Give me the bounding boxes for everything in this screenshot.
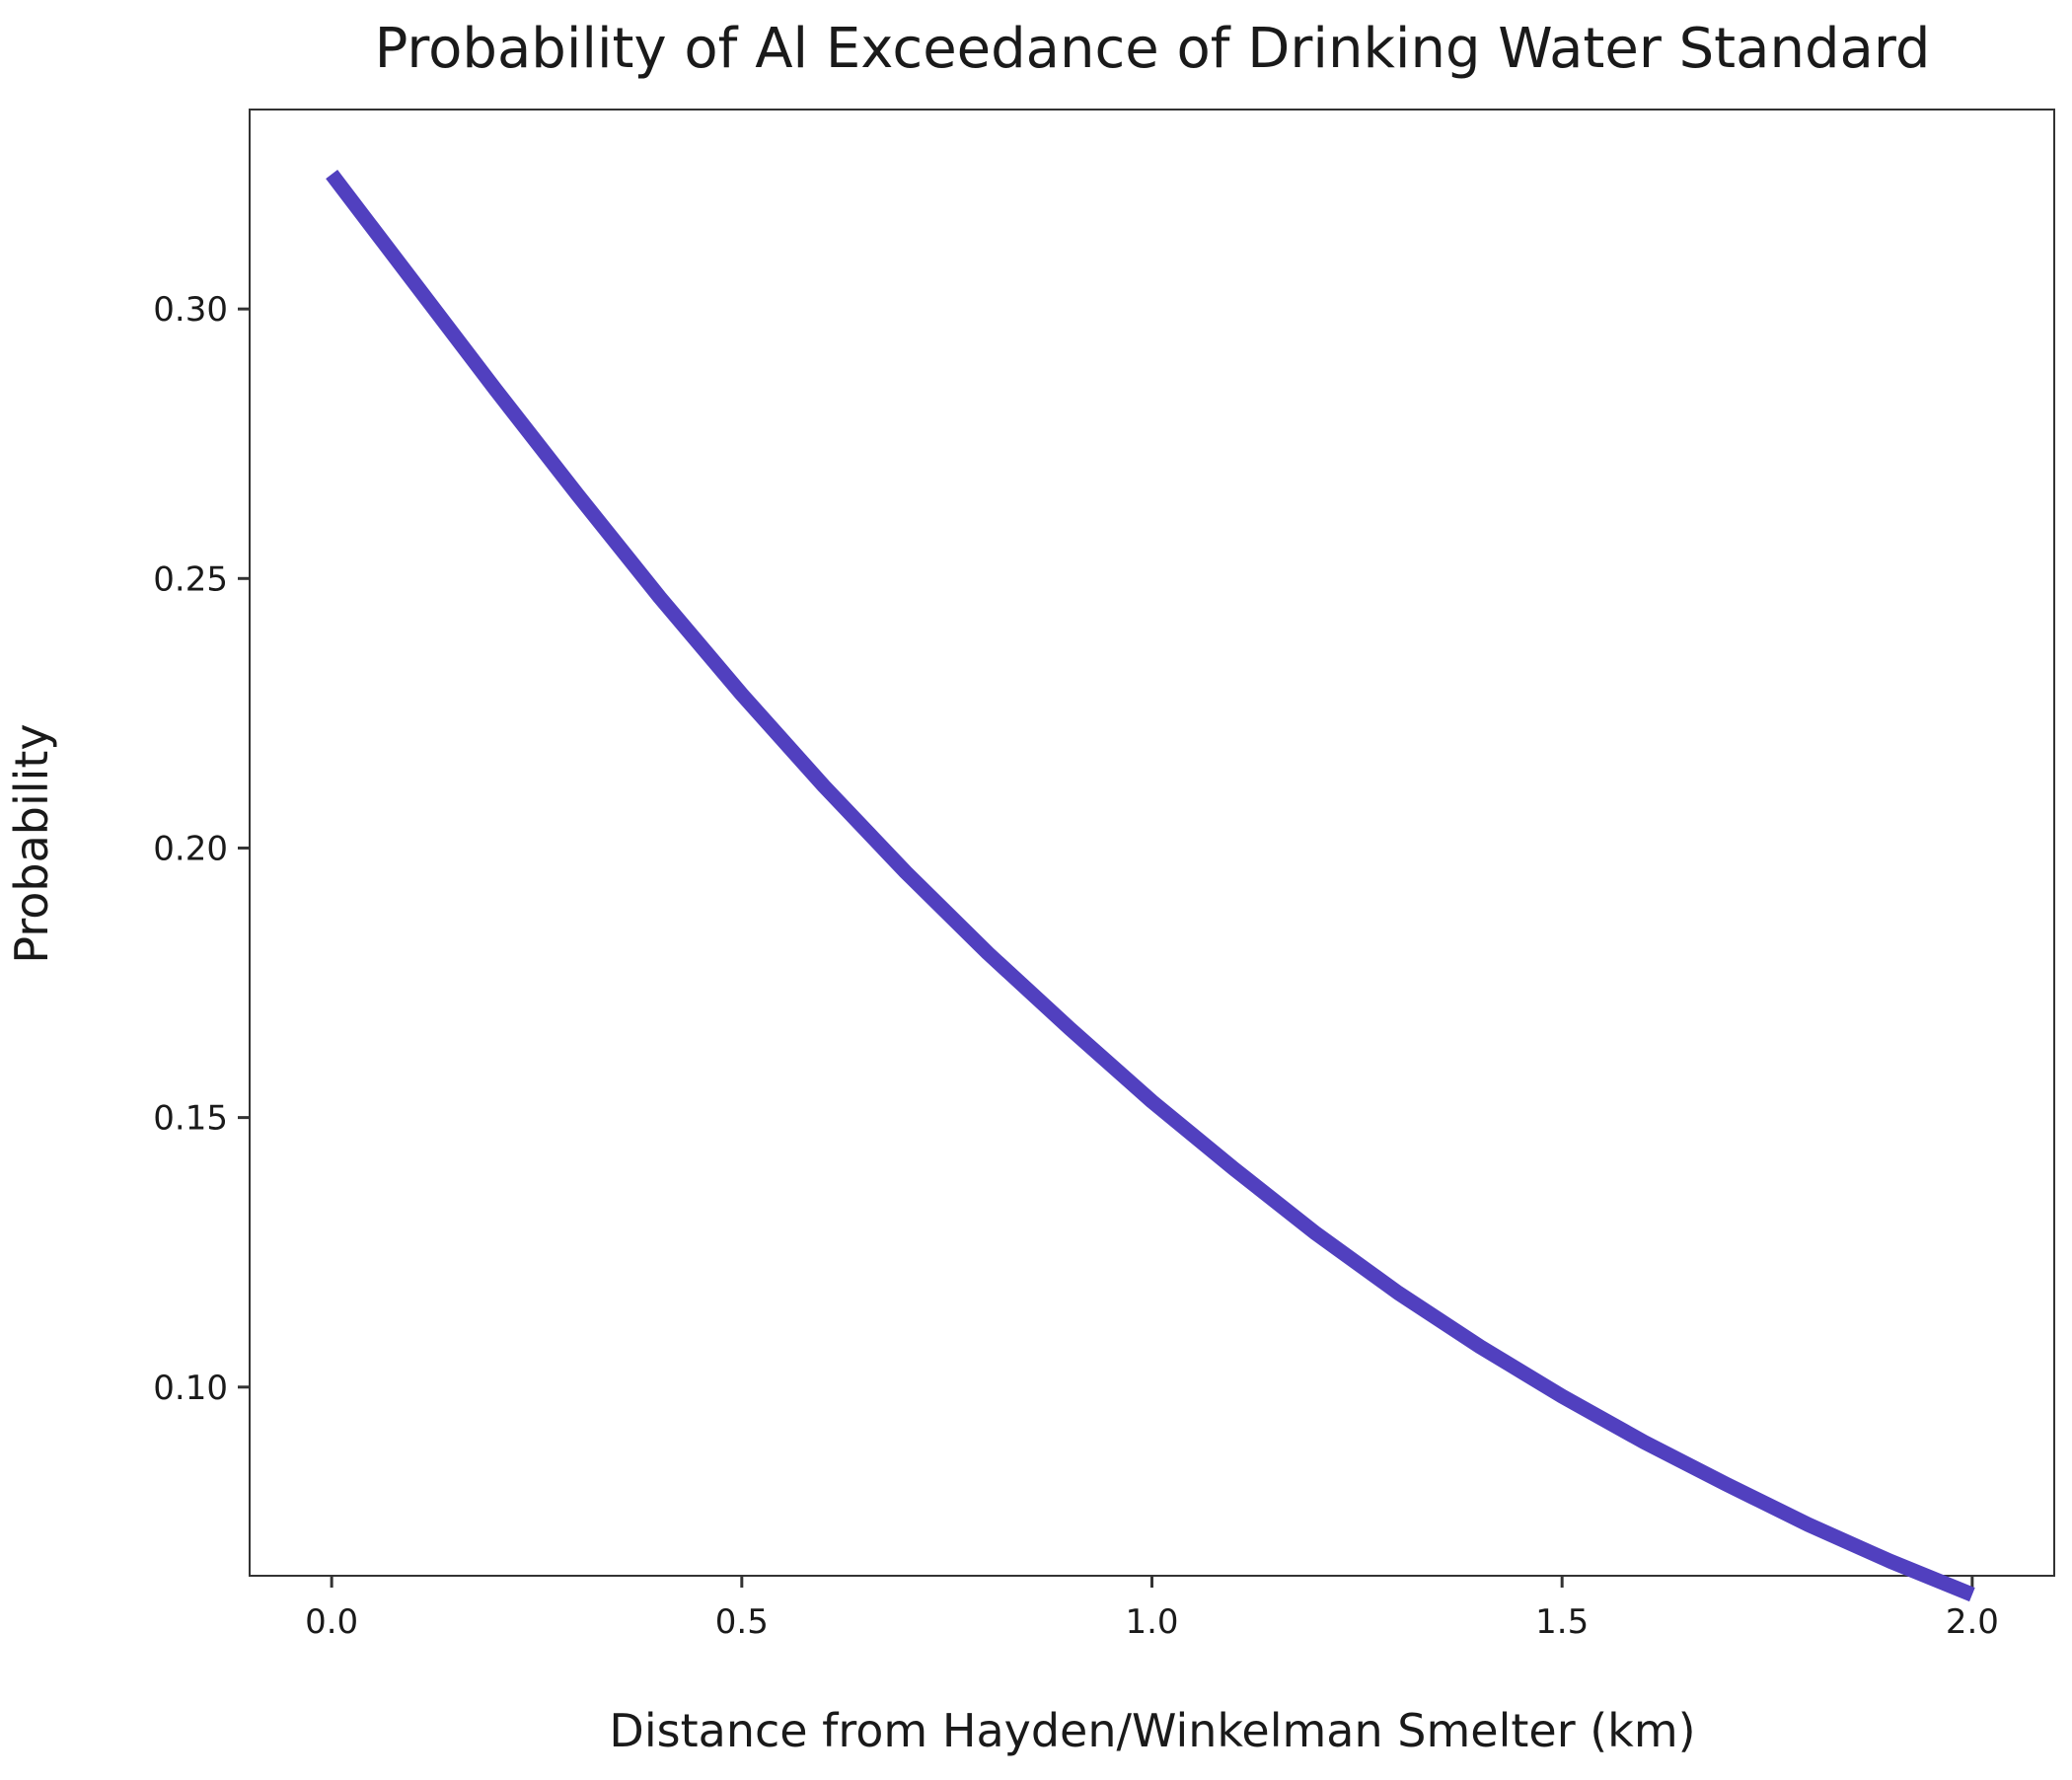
x-tick-label: 2.0: [1946, 1602, 1999, 1642]
y-axis-label: Probability: [5, 723, 58, 963]
y-tick-label: 0.10: [153, 1369, 228, 1408]
x-tick-label: 1.5: [1535, 1602, 1589, 1642]
chart-title: Probability of Al Exceedance of Drinking…: [375, 17, 1931, 81]
y-tick-label: 0.15: [153, 1099, 228, 1139]
x-tick-label: 1.0: [1125, 1602, 1178, 1642]
x-axis-label: Distance from Hayden/Winkelman Smelter (…: [609, 1704, 1695, 1757]
y-tick-label: 0.20: [153, 829, 228, 868]
y-tick-label: 0.25: [153, 559, 228, 599]
y-tick-label: 0.30: [153, 290, 228, 330]
x-tick-label: 0.5: [715, 1602, 769, 1642]
series-line-probability: [326, 170, 1975, 1602]
plot-panel-border: [249, 109, 2055, 1577]
x-tick-label: 0.0: [305, 1602, 358, 1642]
plot-area: 0.10 0.15 0.20 0.25 0.30 0.0 0.5 1.0 1.5 2.0: [153, 109, 2055, 1642]
